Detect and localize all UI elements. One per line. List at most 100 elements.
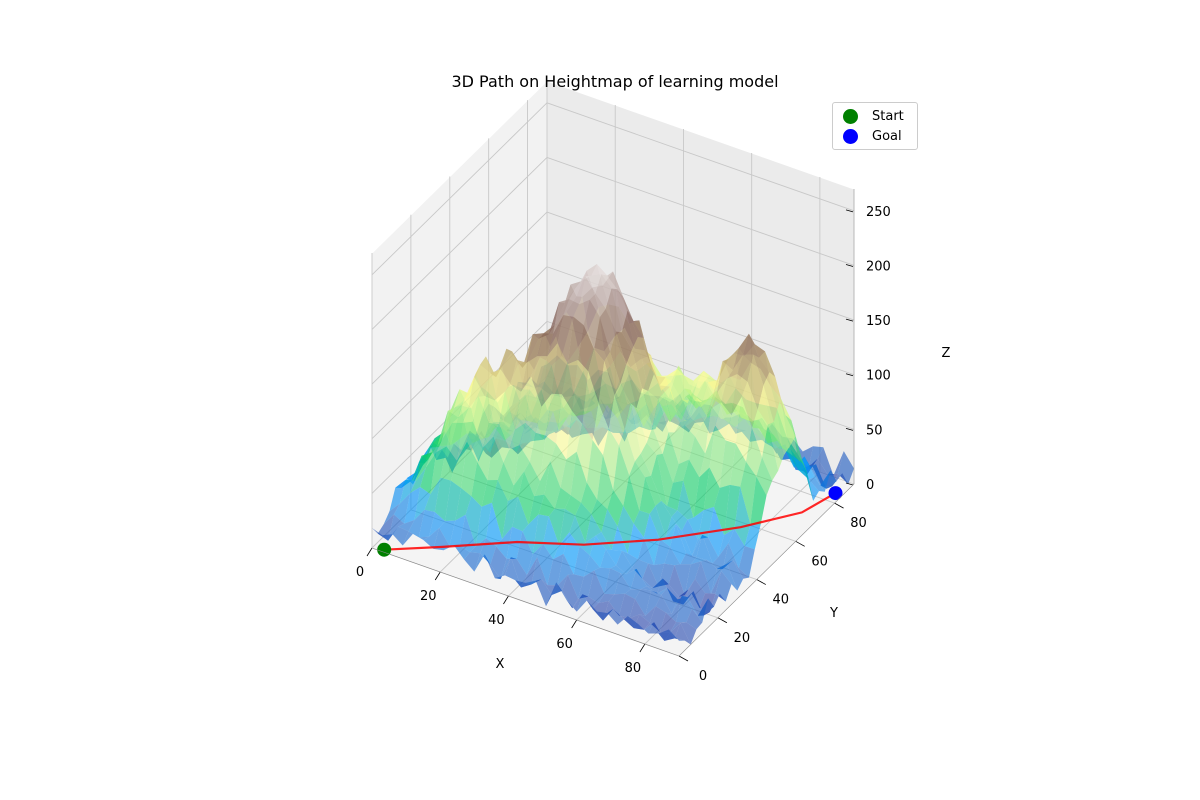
surface-cell	[664, 386, 681, 433]
surface-cell	[624, 403, 641, 462]
surface-cell	[505, 557, 522, 588]
surface-cell	[472, 396, 489, 448]
surface-cell	[616, 331, 632, 365]
surface-cell	[594, 567, 611, 594]
surface-cell	[716, 361, 733, 394]
surface-cell	[762, 424, 779, 481]
surface-cell	[617, 289, 634, 322]
surface-cell	[655, 500, 672, 537]
surface-cell	[658, 392, 675, 433]
surface-cell	[670, 622, 687, 633]
surface-cell	[621, 550, 638, 568]
surface-cell	[487, 436, 504, 481]
surface-cell	[579, 276, 596, 305]
path-layer	[377, 486, 843, 557]
surface-cell	[569, 276, 586, 305]
surface-cell	[516, 334, 533, 368]
surface-cell	[691, 381, 708, 402]
surface-cell	[504, 384, 521, 430]
surface-cell	[377, 514, 394, 541]
surface-cell	[471, 461, 488, 507]
legend-entry-goal: Goal	[843, 126, 902, 146]
surface-cell	[509, 423, 526, 450]
surface-cell	[602, 428, 619, 490]
surface-cell	[594, 317, 611, 362]
z-tick-label: 150	[866, 314, 891, 329]
surface-cell	[683, 459, 700, 518]
surface-cell	[630, 403, 647, 454]
surface-cell	[620, 568, 637, 590]
surface-cell	[674, 418, 691, 433]
surface-cell	[681, 519, 698, 556]
surface-cell	[671, 510, 688, 531]
surface-cell	[452, 408, 469, 423]
surface-cell	[563, 299, 580, 317]
y-tick-mark	[756, 579, 766, 585]
surface-cell	[546, 582, 562, 607]
surface-cell	[670, 386, 687, 423]
surface-cell	[648, 374, 665, 400]
surface-cell	[540, 435, 557, 482]
surface-cell	[429, 512, 446, 537]
surface-cell	[408, 509, 425, 538]
surface-cell	[697, 370, 714, 390]
surface-cell	[763, 372, 780, 423]
surface-cell	[740, 461, 757, 525]
surface-cell	[607, 271, 624, 297]
surface-cell	[456, 421, 473, 461]
surface-cell	[646, 578, 663, 594]
surface-cell	[665, 377, 682, 407]
surface-cell	[598, 361, 615, 429]
surface-cell	[675, 524, 692, 556]
surface-cell	[601, 509, 618, 550]
surface-cell	[500, 348, 517, 385]
z-tick-label: 100	[866, 369, 891, 384]
surface-cell	[616, 550, 633, 575]
surface-cell	[545, 393, 562, 444]
surface-cell	[671, 369, 688, 404]
surface-cell	[656, 453, 673, 506]
start-marker	[377, 542, 392, 557]
surface-cell	[611, 288, 628, 333]
z-axis-label: Z	[942, 346, 951, 361]
surface-cell	[490, 546, 507, 580]
surface-cell	[617, 616, 634, 629]
surface-cell	[480, 356, 497, 378]
surface-cell	[561, 360, 578, 412]
surface-cell	[534, 461, 551, 497]
surface-cell	[537, 543, 554, 586]
surface-cell	[575, 502, 592, 543]
surface-cell	[621, 310, 638, 350]
grid-z-back	[546, 211, 855, 321]
surface-cell	[619, 593, 636, 619]
y-tick-label: 80	[850, 516, 867, 531]
surface-cell	[585, 274, 602, 294]
surface-cell	[649, 505, 666, 540]
surface-cell	[595, 532, 612, 550]
surface-cell	[601, 274, 618, 290]
surface-cell	[405, 455, 422, 482]
surface-cell	[559, 508, 576, 546]
surface-cell	[648, 622, 665, 641]
surface-cell	[572, 360, 589, 424]
surface-cell	[591, 264, 608, 276]
surface-cell	[659, 524, 676, 547]
grid-z-back	[546, 157, 855, 266]
surface-cell	[624, 589, 641, 599]
surface-cell	[499, 391, 516, 450]
surface-cell	[423, 527, 440, 549]
surface-cell	[528, 494, 545, 525]
surface-cell	[588, 570, 605, 603]
surface-cell	[639, 606, 656, 623]
y-tick-mark	[795, 540, 805, 547]
surface-cell	[453, 545, 470, 560]
surface-cell	[424, 477, 441, 512]
surface-cell	[690, 557, 707, 565]
x-tick-label: 20	[420, 589, 437, 604]
y-tick-label: 0	[699, 669, 707, 684]
surface-cell	[445, 480, 462, 522]
surface-cell	[383, 503, 400, 525]
surface-cell	[474, 364, 491, 396]
grid-z-left	[371, 102, 548, 276]
surface-cell	[455, 488, 472, 521]
